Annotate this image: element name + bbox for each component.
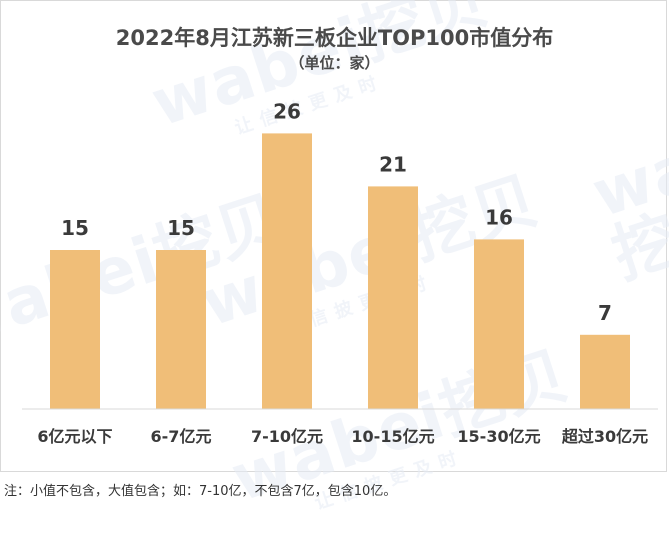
bar-chart: 15 15 26 21 16 7 6亿元以下 6-7亿元 7-10亿元 10-15亿元 15-30…: [22, 99, 658, 446]
x-tick-label: 6-7亿元: [151, 427, 212, 446]
data-label: 15: [61, 216, 89, 240]
bar: [262, 133, 312, 409]
chart-title: 2022年8月江苏新三板企业TOP100市值分布: [115, 26, 554, 50]
bar: [474, 239, 524, 409]
footnote: 注：小值不包含，大值包含；如：7-10亿，不包含7亿，包含10亿。: [4, 484, 397, 499]
data-label: 7: [598, 301, 612, 325]
chart-frame: [0, 0, 667, 472]
value-labels: 15 15 26 21 16 7: [61, 99, 612, 324]
x-tick-label: 6亿元以下: [37, 427, 112, 446]
data-label: 15: [167, 216, 195, 240]
bar: [368, 186, 418, 409]
x-axis-tick-labels: 6亿元以下 6-7亿元 7-10亿元 10-15亿元 15-30亿元 超过30亿元: [37, 427, 648, 446]
data-label: 26: [273, 99, 301, 123]
data-label: 21: [379, 152, 407, 176]
x-tick-label: 超过30亿元: [561, 427, 648, 446]
x-tick-label: 7-10亿元: [251, 427, 323, 446]
bar: [156, 250, 206, 409]
bar: [50, 250, 100, 409]
chart-subtitle: （单位：家）: [289, 54, 380, 72]
data-label: 16: [485, 205, 513, 229]
x-tick-label: 10-15亿元: [351, 427, 434, 446]
bar: [580, 334, 630, 409]
bar-series: [50, 133, 630, 409]
x-tick-label: 15-30亿元: [457, 427, 540, 446]
